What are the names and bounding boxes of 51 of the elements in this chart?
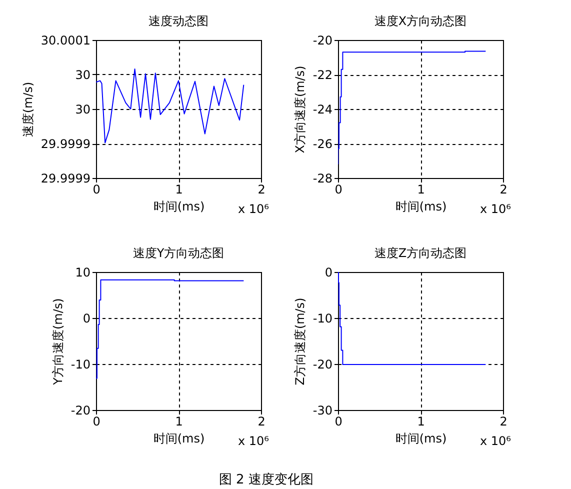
y-tick-label: -10 bbox=[312, 312, 332, 326]
y-tick-label: -26 bbox=[312, 137, 332, 151]
chart-title: 速度动态图 bbox=[148, 14, 208, 28]
y-tick-label: -20 bbox=[312, 34, 332, 48]
line-series bbox=[338, 50, 486, 165]
y-tick-label: 29.9999 bbox=[40, 172, 90, 186]
y-tick-label: 30 bbox=[75, 68, 90, 82]
x-tick-label: 1 bbox=[417, 182, 425, 196]
x-tick-label: 2 bbox=[500, 414, 508, 428]
line-series bbox=[338, 272, 486, 365]
x-tick-label: 1 bbox=[175, 182, 183, 196]
y-tick-label: 10 bbox=[75, 266, 90, 280]
text: x 10⁶ bbox=[238, 434, 270, 448]
line-series bbox=[96, 68, 244, 144]
y-tick-label: 30.0001 bbox=[40, 34, 90, 48]
x-axis-title: 时间(ms) bbox=[153, 432, 205, 446]
y-tick-label: 0 bbox=[324, 266, 332, 280]
y-tick-label: -20 bbox=[312, 358, 332, 372]
y-axis-title: 速度(m/s) bbox=[20, 82, 35, 138]
x-tick-label: 2 bbox=[258, 414, 266, 428]
text: x 10⁶ bbox=[238, 202, 270, 216]
x-tick-label: 2 bbox=[500, 182, 508, 196]
x-axis-title: 时间(ms) bbox=[395, 432, 447, 446]
y-axis-title: Y方向速度(m/s) bbox=[50, 298, 65, 386]
x-tick-label: 1 bbox=[175, 414, 183, 428]
chart-title: 速度X方向动态图 bbox=[374, 14, 467, 28]
x-tick-label: 2 bbox=[258, 182, 266, 196]
text: x 10⁶ bbox=[480, 202, 512, 216]
x-axis-title: 时间(ms) bbox=[395, 200, 447, 214]
y-tick-label: 30 bbox=[75, 102, 90, 116]
y-tick-label: -28 bbox=[312, 172, 332, 186]
y-axis-title: X方向速度(m/s) bbox=[292, 66, 307, 154]
y-tick-label: 29.9999 bbox=[40, 137, 90, 151]
x-tick-label: 0 bbox=[92, 182, 100, 196]
y-tick-label: -30 bbox=[312, 404, 332, 418]
x-tick-label: 0 bbox=[334, 182, 342, 196]
x-tick-label: 0 bbox=[334, 414, 342, 428]
y-tick-label: -24 bbox=[312, 102, 332, 116]
line-series bbox=[96, 279, 244, 379]
chart-title: 速度Y方向动态图 bbox=[132, 246, 224, 260]
x-tick-label: 1 bbox=[417, 414, 425, 428]
y-tick-label: 0 bbox=[82, 312, 90, 326]
x-axis-title: 时间(ms) bbox=[153, 200, 205, 214]
text: x 10⁶ bbox=[480, 434, 512, 448]
y-axis-title: Z方向速度(m/s) bbox=[292, 298, 307, 386]
y-tick-label: -22 bbox=[312, 68, 332, 82]
chart-title: 速度Z方向动态图 bbox=[374, 246, 467, 260]
x-tick-label: 0 bbox=[92, 414, 100, 428]
caption: 图 2 速度变化图 bbox=[218, 472, 314, 488]
y-tick-label: -20 bbox=[70, 404, 90, 418]
y-tick-label: -10 bbox=[70, 358, 90, 372]
